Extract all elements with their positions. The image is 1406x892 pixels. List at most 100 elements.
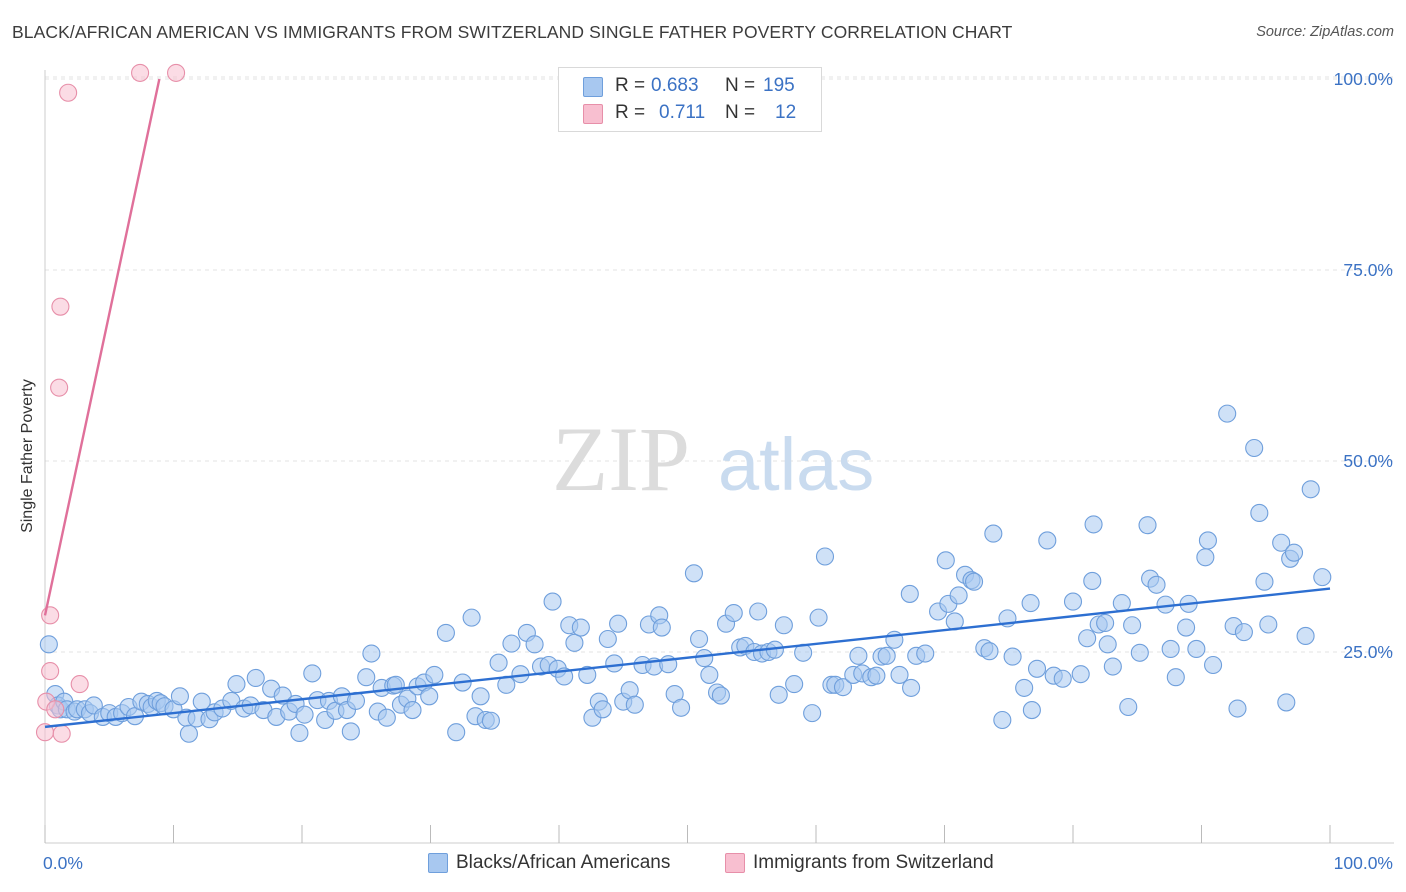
data-point <box>1147 575 1166 594</box>
data-point <box>1296 626 1315 646</box>
legend-r-value: 0.683 <box>651 75 699 96</box>
bottom-legend-label: Immigrants from Switzerland <box>753 852 994 873</box>
data-point <box>1021 594 1040 613</box>
data-point <box>1103 657 1122 676</box>
data-point <box>1166 668 1185 687</box>
data-point <box>902 678 921 697</box>
data-point <box>1078 629 1097 648</box>
legend-n-value: 12 <box>775 102 797 123</box>
y-tick-label: 75.0% <box>1343 260 1393 280</box>
legend-n-label: N = <box>725 75 756 96</box>
data-point <box>1123 616 1142 635</box>
data-point <box>1098 635 1117 654</box>
data-point <box>1255 572 1274 591</box>
x-tick-label: 100.0% <box>1334 853 1393 873</box>
data-point <box>993 710 1012 730</box>
data-point <box>1003 647 1022 666</box>
y-axis-label: Single Father Poverty <box>19 379 36 533</box>
y-tick-label: 100.0% <box>1334 69 1393 89</box>
data-point <box>1228 699 1247 718</box>
data-point <box>1284 543 1304 562</box>
data-point <box>303 664 322 683</box>
source-credit: Source: ZipAtlas.com <box>1256 24 1394 40</box>
data-point <box>949 586 968 605</box>
data-point <box>965 572 984 591</box>
legend-swatch-pink <box>583 104 603 124</box>
data-point <box>1084 515 1103 534</box>
data-point <box>295 705 314 724</box>
data-point <box>167 63 186 82</box>
data-point <box>1259 615 1278 634</box>
legend-swatch-blue <box>583 77 603 97</box>
data-point <box>900 584 919 603</box>
bottom-legend-label: Blacks/African Americans <box>456 852 671 873</box>
data-point <box>1119 697 1138 717</box>
data-point <box>1250 503 1269 523</box>
data-point <box>593 700 612 719</box>
data-point <box>70 675 89 694</box>
data-point <box>481 711 500 730</box>
legend-r-value: 0.711 <box>659 102 706 123</box>
bottom-legend-swatch-blue <box>428 853 448 873</box>
axes <box>44 70 1394 844</box>
data-point <box>1038 531 1057 550</box>
data-point <box>1138 516 1157 535</box>
data-point <box>51 297 70 316</box>
data-point <box>489 653 508 672</box>
data-point <box>700 665 719 684</box>
data-point <box>774 616 793 635</box>
data-point <box>131 63 150 82</box>
data-point <box>1112 594 1131 613</box>
data-point <box>341 722 360 741</box>
correlation-legend: R = 0.683 N = 195 R = 0.711 N = 12 <box>558 67 822 132</box>
data-point <box>1204 655 1223 675</box>
data-point <box>605 654 624 673</box>
data-point <box>684 564 703 583</box>
data-point <box>1161 639 1180 658</box>
trend-lines <box>43 78 1331 729</box>
data-point <box>447 723 466 742</box>
y-tick-label: 50.0% <box>1343 451 1393 471</box>
series-swiss-points <box>35 63 186 743</box>
data-point <box>769 685 788 704</box>
data-point <box>571 618 590 637</box>
watermark-zip: ZIP <box>552 408 690 510</box>
data-point <box>1272 533 1291 552</box>
data-point <box>377 708 396 727</box>
data-point <box>543 592 562 611</box>
data-point <box>980 642 999 661</box>
data-point <box>52 724 71 743</box>
legend-r-label: R = <box>615 102 646 123</box>
data-point <box>39 635 58 654</box>
data-point <box>890 665 909 684</box>
bottom-legend-swatch-pink <box>725 853 745 873</box>
data-point <box>1027 659 1047 678</box>
x-tick-labels: 0.0% 100.0% <box>43 853 1393 873</box>
data-point <box>1083 571 1102 590</box>
data-point <box>1177 618 1196 637</box>
data-point <box>179 724 198 743</box>
data-point <box>1196 548 1215 567</box>
data-point <box>916 644 935 663</box>
data-point <box>1198 531 1217 550</box>
data-point <box>59 83 78 102</box>
data-point <box>803 704 822 723</box>
data-point <box>578 665 597 684</box>
data-points <box>35 63 1332 743</box>
data-point <box>46 700 65 719</box>
data-point <box>984 524 1003 543</box>
data-point <box>625 695 644 714</box>
data-point <box>1130 643 1149 662</box>
data-point <box>1245 438 1264 458</box>
legend-r-label: R = <box>615 75 646 96</box>
data-point <box>1071 665 1090 684</box>
y-tick-labels: 25.0% 50.0% 75.0% 100.0% <box>1334 69 1393 662</box>
grid-lines <box>45 76 1394 653</box>
data-point <box>425 665 444 684</box>
data-point <box>833 678 853 697</box>
data-point <box>815 547 835 566</box>
data-point <box>357 668 376 687</box>
data-point <box>1218 404 1237 423</box>
data-point <box>598 629 617 649</box>
data-point <box>849 646 868 665</box>
